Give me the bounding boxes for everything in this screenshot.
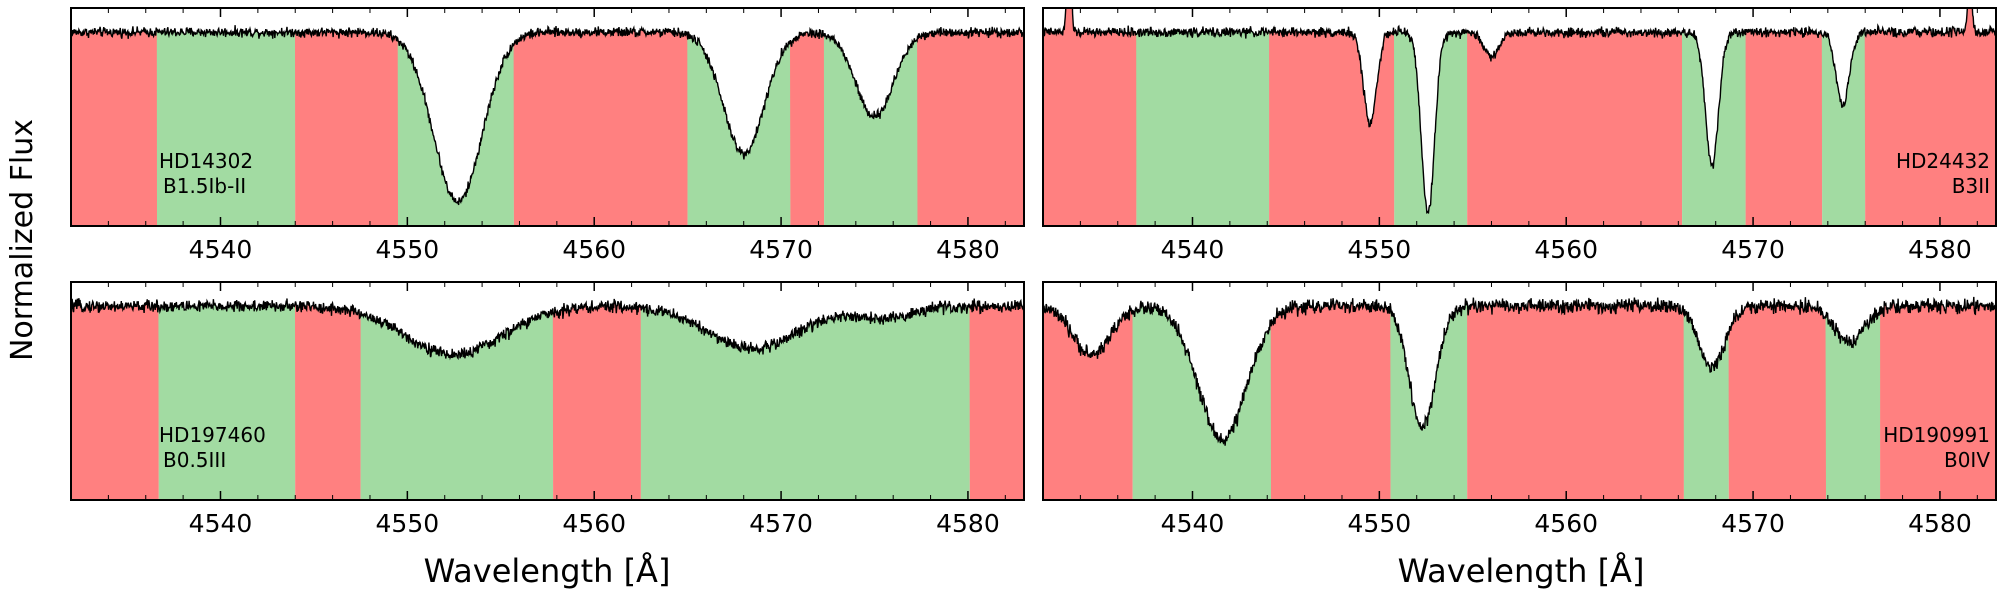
band-green-3 (1390, 298, 1468, 500)
band-green-1 (158, 298, 296, 500)
panels-group: 4540 4550 4560 4570 4580HD14302B1.5Ib-II4540… (70, 7, 1997, 538)
x-tick-label: 4540 (189, 509, 253, 538)
x-tick-label: 4540 (1161, 235, 1225, 264)
band-red-4 (513, 26, 688, 226)
x-tick-label: 4550 (1348, 235, 1412, 264)
band-green-5 (687, 31, 791, 226)
band-green-5 (640, 300, 970, 500)
band-green-3 (1394, 26, 1468, 226)
band-red-2 (1269, 26, 1395, 226)
band-green-5 (1683, 309, 1730, 500)
x-axis-label-right: Wavelength [Å] (1398, 552, 1645, 590)
band-green-3 (397, 38, 515, 226)
x-tick-label: 4560 (1534, 509, 1598, 538)
band-green-1 (1136, 26, 1270, 226)
band-green-7 (1821, 27, 1866, 226)
x-tick-label: 4560 (1534, 235, 1598, 264)
x-tick-label: 4550 (1348, 509, 1412, 538)
plot-area (1043, 296, 1996, 500)
x-tick-label: 4560 (562, 509, 626, 538)
spectral-type-label: B3II (1952, 174, 1990, 198)
spectral-type-label: B0IV (1944, 448, 1990, 472)
spectral-type-label: B1.5Ib-II (163, 174, 246, 198)
axes-frame (1042, 7, 1997, 227)
band-red-2 (295, 27, 399, 226)
band-red-2 (295, 301, 362, 500)
band-red-0 (1043, 301, 1133, 500)
x-axis-label-left: Wavelength [Å] (424, 552, 671, 590)
band-red-8 (1864, 8, 1996, 226)
band-green-7 (823, 33, 918, 226)
spectrum-line (71, 298, 1024, 361)
x-tick-label: 4580 (936, 235, 1000, 264)
x-tick-label: 4570 (749, 235, 813, 264)
plot-area (1043, 8, 1996, 226)
band-green-5 (1682, 28, 1747, 226)
y-axis-label: Normalized Flux (5, 119, 40, 361)
x-tick-label: 4560 (562, 235, 626, 264)
axes-frame (1042, 281, 1997, 501)
spectrum-line (71, 25, 1024, 206)
star-name-label: HD197460 (159, 423, 266, 447)
band-red-0 (1043, 8, 1137, 226)
band-red-6 (1745, 27, 1823, 226)
x-tick-label: 4550 (376, 509, 440, 538)
x-tick-label: 4580 (1908, 235, 1972, 264)
x-tick-label: 4570 (1721, 509, 1785, 538)
band-red-8 (1880, 296, 1996, 500)
x-tick-label: 4570 (1721, 235, 1785, 264)
x-tick-label: 4580 (936, 509, 1000, 538)
band-green-1 (156, 25, 296, 226)
axes-frame (70, 281, 1025, 501)
star-name-label: HD190991 (1883, 423, 1990, 447)
plot-area (71, 25, 1024, 226)
star-name-label: HD24432 (1896, 149, 1990, 173)
star-name-label: HD14302 (159, 149, 253, 173)
band-red-6 (790, 29, 825, 226)
x-tick-label: 4550 (376, 235, 440, 264)
plot-area (71, 298, 1024, 500)
x-tick-label: 4540 (189, 235, 253, 264)
band-green-7 (1825, 306, 1881, 500)
x-tick-label: 4570 (749, 509, 813, 538)
band-red-2 (1270, 298, 1391, 500)
x-tick-label: 4540 (1161, 509, 1225, 538)
band-red-0 (71, 26, 158, 226)
band-red-4 (1467, 297, 1685, 500)
band-green-3 (360, 308, 554, 500)
spectrum-line (1043, 8, 1996, 215)
spectrum-line (1043, 296, 1996, 446)
band-red-0 (71, 298, 159, 500)
band-red-6 (1728, 297, 1826, 500)
band-red-4 (1467, 26, 1683, 226)
spectral-type-label: B0.5III (163, 448, 226, 472)
band-red-6 (969, 298, 1024, 500)
x-tick-label: 4580 (1908, 509, 1972, 538)
axes-frame (70, 7, 1025, 227)
band-red-8 (917, 26, 1024, 226)
band-red-4 (552, 298, 642, 500)
